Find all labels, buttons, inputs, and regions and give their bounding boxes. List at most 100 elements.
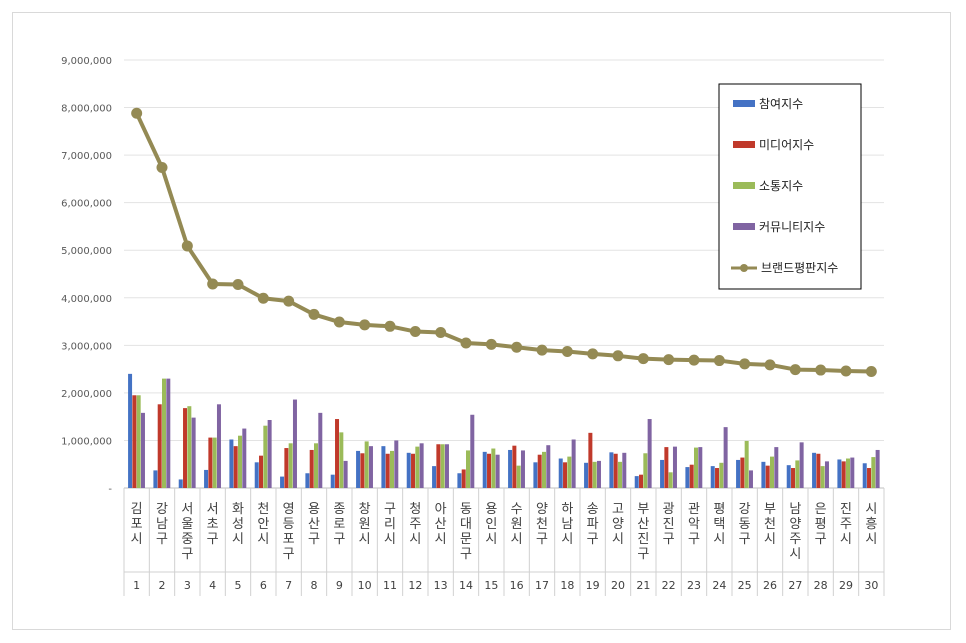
brand-index-point-29 [840, 365, 852, 377]
legend-label-2: 미디어지수 [759, 138, 814, 152]
rank-label: 15 [484, 579, 498, 592]
bar-3-21 [643, 453, 648, 488]
bar-3-20 [618, 461, 622, 488]
bar-1-27 [786, 465, 791, 488]
bar-4-15 [495, 454, 500, 488]
bar-2-3 [183, 408, 188, 488]
y-tick-label: 6,000,000 [61, 199, 112, 210]
bar-1-29 [837, 459, 842, 488]
bar-1-15 [482, 451, 487, 488]
bar-1-19 [584, 462, 589, 488]
bar-3-26 [770, 456, 774, 488]
brand-index-point-13 [435, 326, 447, 338]
y-tick-label: 8,000,000 [61, 104, 112, 115]
bar-3-28 [820, 466, 825, 488]
bar-4-25 [748, 470, 753, 488]
rank-label: 1 [133, 579, 140, 592]
bar-1-2 [153, 470, 158, 488]
bar-3-22 [668, 472, 673, 488]
bar-2-17 [537, 454, 542, 488]
rank-label: 29 [839, 579, 853, 592]
bar-4-6 [267, 420, 272, 488]
bar-1-5 [229, 439, 234, 488]
legend-swatch-4 [733, 223, 755, 230]
brand-index-point-2 [156, 161, 168, 173]
rank-label: 6 [260, 579, 267, 592]
bar-3-25 [744, 440, 749, 488]
bar-2-24 [715, 468, 720, 488]
legend-swatch-3 [733, 182, 755, 189]
y-tick-label: 9,000,000 [61, 56, 112, 67]
bar-3-30 [871, 457, 876, 488]
bar-3-7 [288, 443, 293, 488]
bar-4-19 [596, 460, 601, 488]
bar-2-26 [765, 465, 770, 488]
bar-1-6 [254, 462, 259, 488]
bar-4-21 [647, 419, 652, 488]
rank-label: 20 [611, 579, 625, 592]
bar-1-1 [128, 373, 133, 488]
bar-2-19 [588, 432, 593, 488]
brand-index-point-6 [257, 292, 269, 304]
y-tick-label: - [108, 484, 112, 495]
y-tick-label: 1,000,000 [61, 436, 112, 447]
legend-label-3: 소통지수 [759, 179, 803, 193]
bar-4-5 [242, 428, 247, 488]
brand-index-point-4 [207, 278, 219, 290]
rank-label: 23 [687, 579, 701, 592]
bar-2-28 [816, 453, 821, 488]
y-axis: - 1,000,000 2,000,000 3,000,000 4,000,000 5,0… [61, 56, 112, 495]
bar-1-18 [558, 458, 563, 488]
y-tick-label: 7,000,000 [61, 151, 112, 162]
rank-label: 12 [408, 579, 422, 592]
rank-label: 17 [535, 579, 549, 592]
bar-3-29 [846, 458, 850, 488]
brand-index-point-1 [131, 107, 143, 119]
bar-2-1 [132, 395, 137, 488]
rank-label: 25 [738, 579, 752, 592]
brand-index-point-12 [409, 326, 421, 338]
brand-index-point-25 [739, 358, 751, 370]
rank-label: 22 [662, 579, 676, 592]
bar-3-27 [795, 460, 800, 488]
bar-1-7 [280, 476, 285, 488]
bar-2-13 [436, 444, 441, 488]
brand-index-point-26 [764, 359, 776, 371]
bar-2-2 [157, 404, 162, 488]
bar-3-9 [339, 432, 344, 488]
brand-index-point-15 [485, 338, 497, 350]
rank-label: 26 [763, 579, 777, 592]
rank-label: 5 [235, 579, 242, 592]
rank-label: 30 [864, 579, 878, 592]
bar-2-29 [841, 461, 846, 488]
bar-2-15 [487, 453, 492, 488]
bar-2-22 [664, 447, 669, 488]
brand-index-point-24 [713, 355, 725, 367]
bar-2-10 [360, 453, 365, 488]
bar-1-25 [736, 459, 741, 488]
bar-series [128, 373, 880, 488]
bar-3-17 [542, 451, 546, 488]
bar-2-9 [335, 419, 340, 488]
bar-3-10 [364, 441, 369, 488]
bar-4-20 [622, 452, 627, 488]
bar-2-7 [284, 448, 289, 488]
bar-4-14 [470, 414, 475, 488]
bar-4-9 [343, 460, 348, 488]
bar-2-5 [233, 446, 238, 488]
